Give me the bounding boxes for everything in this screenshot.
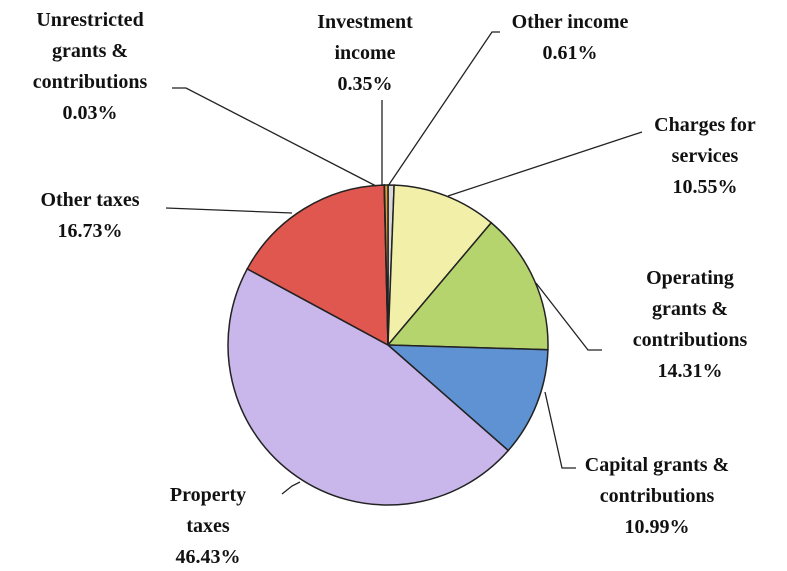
slice-label: Capital grants & contributions 10.99% (582, 450, 732, 543)
label-name: Charges for services (654, 114, 756, 167)
leader-line (447, 131, 643, 197)
slice-label: Charges for services 10.55% (640, 110, 770, 203)
slices (227, 184, 549, 506)
leader-line (544, 391, 576, 469)
label-name: Investment income (317, 11, 413, 64)
label-name: Other taxes (40, 189, 140, 211)
slice-label: Unrestricted grants & contributions 0.03% (25, 5, 155, 129)
label-value: 16.73% (57, 220, 123, 242)
pie-slice (385, 344, 549, 452)
pie-slice (246, 184, 389, 347)
label-value: 0.03% (62, 102, 118, 124)
pie-slice (387, 184, 493, 348)
label-name: Property taxes (169, 484, 247, 537)
leader-line (387, 31, 500, 187)
label-name: Unrestricted grants & contributions (32, 9, 148, 93)
label-value: 14.31% (657, 360, 723, 382)
pie-slice (386, 221, 549, 351)
label-name: Other income (511, 11, 629, 33)
label-value: 10.99% (624, 516, 690, 538)
leader-line (535, 282, 602, 351)
slice-label: Other taxes 16.73% (5, 185, 175, 247)
label-value: 46.43% (175, 546, 241, 568)
leader-line (172, 87, 377, 187)
slice-label: Operating grants & contributions 14.31% (625, 263, 755, 387)
label-name: Capital grants & contributions (584, 454, 730, 507)
slice-label: Other income 0.61% (485, 7, 655, 69)
label-value: 0.35% (337, 73, 393, 95)
leader-line (281, 481, 301, 495)
leader-line (165, 207, 293, 214)
slice-label: Property taxes 46.43% (153, 480, 263, 571)
slice-label: Investment income 0.35% (303, 7, 428, 100)
label-value: 10.55% (672, 176, 738, 198)
label-value: 0.61% (542, 42, 598, 64)
pie-slice (227, 267, 510, 506)
label-name: Operating grants & contributions (632, 267, 748, 351)
